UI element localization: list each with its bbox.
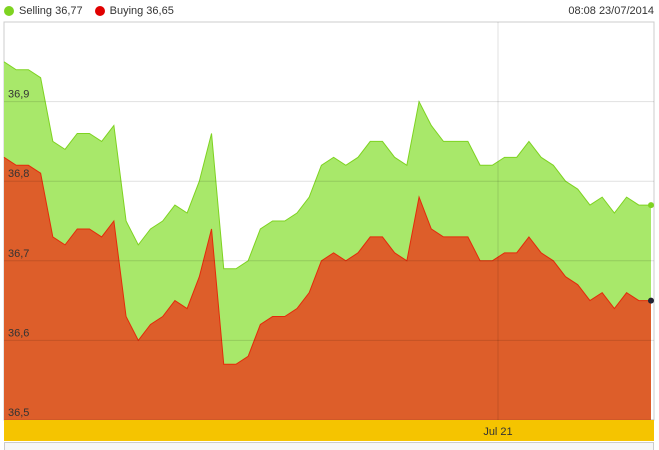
area-buying bbox=[4, 157, 651, 420]
selling-last-marker bbox=[648, 202, 654, 209]
line-selling bbox=[3, 61, 651, 270]
ytick-label: 36,8 bbox=[8, 168, 29, 180]
legend-item-buying[interactable]: Buying 36,65 bbox=[94, 5, 174, 17]
buying-last-marker bbox=[648, 297, 654, 304]
xtick-label: Jul 21 bbox=[483, 426, 512, 438]
selling-dot-icon bbox=[4, 6, 14, 16]
navigator-scrollbar[interactable] bbox=[4, 442, 654, 450]
timestamp: 08:08 23/07/2014 bbox=[568, 5, 654, 17]
ytick-label: 36,7 bbox=[8, 248, 29, 260]
ytick-label: 36,5 bbox=[8, 407, 29, 419]
ytick-label: 36,9 bbox=[8, 89, 29, 101]
legend: Selling 36,77 Buying 36,65 bbox=[4, 5, 174, 17]
x-axis-band bbox=[4, 420, 654, 441]
ytick-label: 36,6 bbox=[8, 327, 29, 339]
line-buying bbox=[3, 156, 651, 365]
buying-label: Buying 36,65 bbox=[109, 5, 174, 17]
buying-dot-icon bbox=[94, 6, 105, 16]
legend-item-selling[interactable]: Selling 36,77 bbox=[4, 5, 83, 17]
selling-label: Selling 36,77 bbox=[19, 5, 83, 17]
